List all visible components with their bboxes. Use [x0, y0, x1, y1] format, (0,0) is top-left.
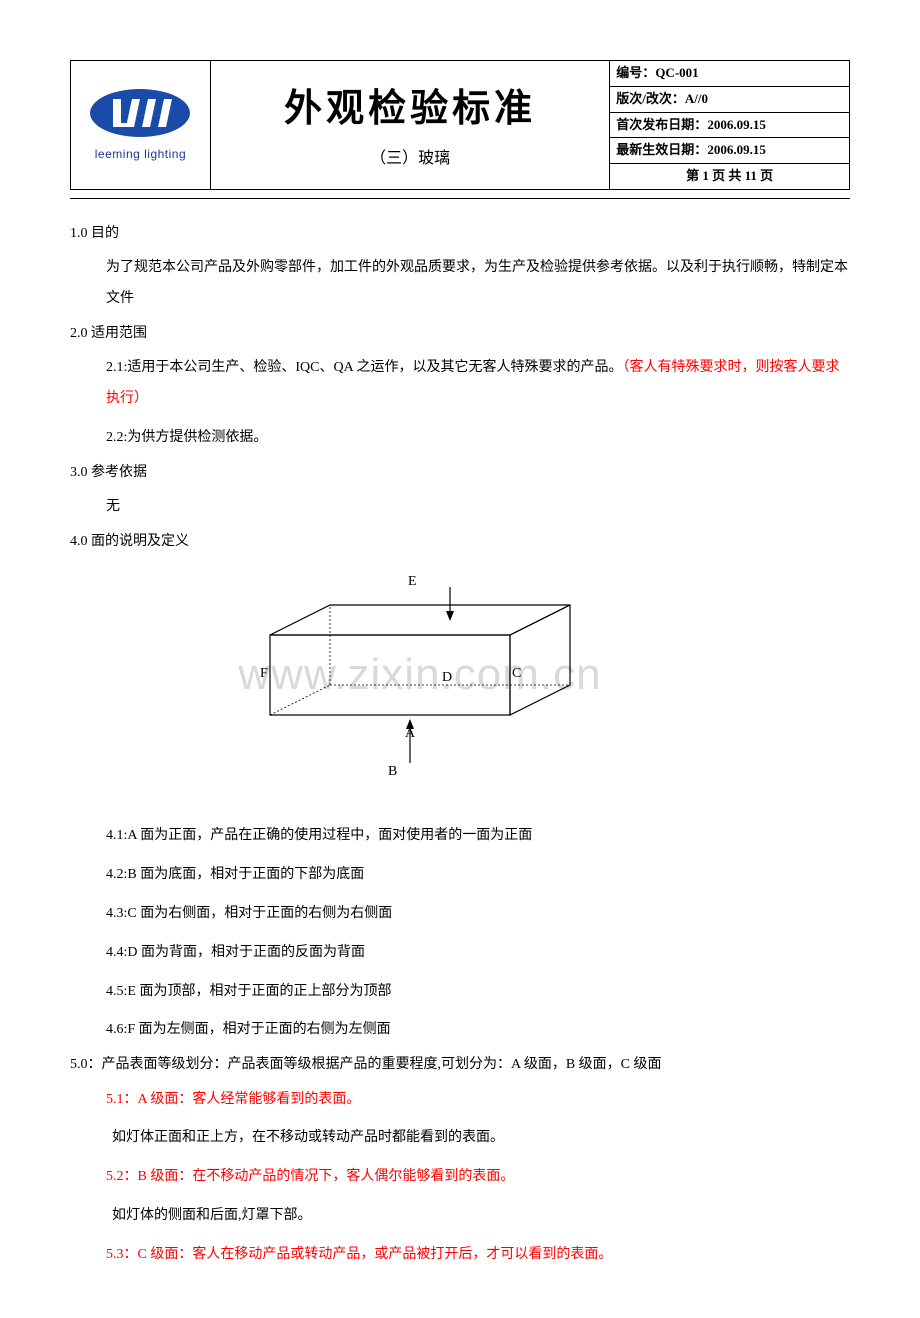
logo-cell: leeming lighting [71, 61, 211, 190]
info-revision: 版次/改次：A//0 [610, 86, 849, 112]
info-doc-no: 编号：QC-001 [610, 61, 849, 86]
section-3: 3.0 参考依据 无 [70, 462, 850, 523]
label-A: A [405, 726, 416, 741]
label-C: C [512, 666, 521, 681]
info-page: 第 1 页 共 11 页 [610, 164, 849, 189]
section-4-3: 4.3:C 面为右侧面，相对于正面的右侧为右侧面 [70, 899, 850, 930]
box-diagram: www.zixin.com.cn E F D C A B [210, 565, 630, 785]
section-5-3: 5.3：C 级面：客人在移动产品或转动产品，或产品被打开后，才可以看到的表面。 [70, 1240, 850, 1271]
title-sub: （三）玻璃 [211, 146, 609, 172]
logo-icon [85, 85, 195, 141]
title-cell: 外观检验标准 （三）玻璃 [210, 61, 609, 190]
section-2-1-text: 2.1:适用于本公司生产、检验、IQC、QA 之运作，以及其它无客人特殊要求的产… [106, 360, 622, 375]
header-divider [70, 198, 850, 199]
section-5: 5.0：产品表面等级划分：产品表面等级根据产品的重要程度,可划分为：A 级面，B… [70, 1054, 850, 1270]
header-table: leeming lighting 外观检验标准 （三）玻璃 编号：QC-001 … [70, 60, 850, 190]
section-2: 2.0 适用范围 2.1:适用于本公司生产、检验、IQC、QA 之运作，以及其它… [70, 323, 850, 454]
title-main: 外观检验标准 [211, 79, 609, 140]
section-3-body: 无 [70, 492, 850, 523]
section-4-4: 4.4:D 面为背面，相对于正面的反面为背面 [70, 938, 850, 969]
section-2-2: 2.2:为供方提供检测依据。 [70, 423, 850, 454]
label-F: F [260, 666, 268, 681]
section-5-1a: 5.1：A 级面：客人经常能够看到的表面。 [70, 1085, 850, 1116]
section-2-1: 2.1:适用于本公司生产、检验、IQC、QA 之运作，以及其它无客人特殊要求的产… [70, 353, 850, 415]
section-2-heading: 2.0 适用范围 [70, 323, 850, 345]
section-3-heading: 3.0 参考依据 [70, 462, 850, 484]
section-5-heading: 5.0：产品表面等级划分：产品表面等级根据产品的重要程度,可划分为：A 级面，B… [70, 1054, 850, 1076]
section-4-heading: 4.0 面的说明及定义 [70, 531, 850, 553]
info-effective: 最新生效日期：2006.09.15 [610, 138, 849, 164]
info-first-issue: 首次发布日期：2006.09.15 [610, 112, 849, 138]
section-1-heading: 1.0 目的 [70, 223, 850, 245]
section-5-2a: 5.2：B 级面：在不移动产品的情况下，客人偶尔能够看到的表面。 [70, 1162, 850, 1193]
section-4-1: 4.1:A 面为正面，产品在正确的使用过程中，面对使用者的一面为正面 [70, 821, 850, 852]
info-cell: 编号：QC-001 版次/改次：A//0 首次发布日期：2006.09.15 最… [610, 61, 850, 190]
section-5-1b: 如灯体正面和正上方，在不移动或转动产品时都能看到的表面。 [70, 1123, 850, 1154]
label-D: D [442, 670, 452, 685]
section-4: 4.0 面的说明及定义 www.zixin.com.cn E F D C [70, 531, 850, 1046]
section-5-2b: 如灯体的侧面和后面,灯罩下部。 [70, 1201, 850, 1232]
info-table: 编号：QC-001 版次/改次：A//0 首次发布日期：2006.09.15 最… [610, 61, 849, 189]
section-4-2: 4.2:B 面为底面，相对于正面的下部为底面 [70, 860, 850, 891]
section-4-6: 4.6:F 面为左侧面，相对于正面的右侧为左侧面 [70, 1015, 850, 1046]
box-diagram-svg: E F D C A B [210, 565, 630, 785]
logo-text: leeming lighting [71, 145, 210, 164]
label-E: E [408, 574, 417, 589]
section-1: 1.0 目的 为了规范本公司产品及外购零部件，加工件的外观品质要求，为生产及检验… [70, 223, 850, 315]
section-4-5: 4.5:E 面为顶部，相对于正面的正上部分为顶部 [70, 977, 850, 1008]
label-B: B [388, 764, 397, 779]
section-1-body: 为了规范本公司产品及外购零部件，加工件的外观品质要求，为生产及检验提供参考依据。… [70, 253, 850, 315]
